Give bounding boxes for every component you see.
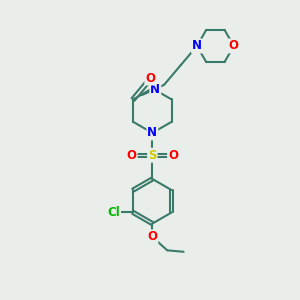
Text: O: O (127, 149, 136, 162)
Text: N: N (150, 82, 160, 96)
Text: S: S (148, 149, 157, 162)
Text: O: O (229, 40, 239, 52)
Text: H: H (144, 76, 153, 86)
Text: O: O (168, 149, 178, 162)
Text: N: N (147, 126, 158, 140)
Text: O: O (145, 72, 155, 85)
Text: Cl: Cl (107, 206, 120, 219)
Text: O: O (147, 230, 158, 243)
Text: N: N (192, 40, 202, 52)
